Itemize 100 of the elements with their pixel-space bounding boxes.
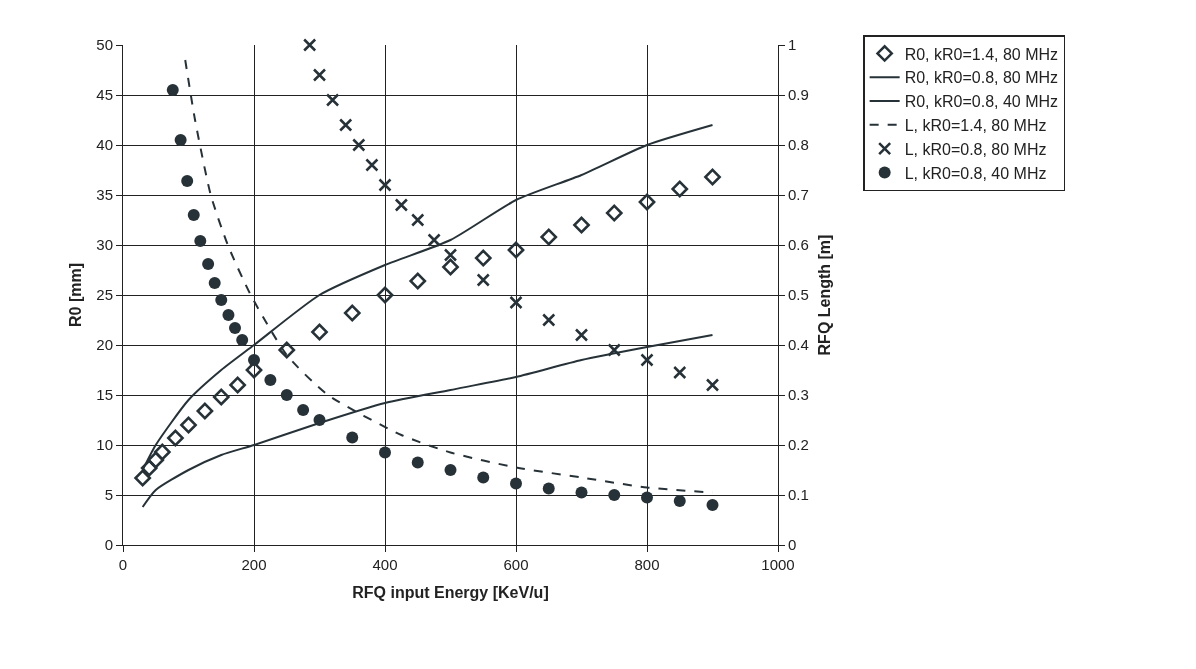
y2-tick-label: 0.3 xyxy=(788,386,809,404)
point xyxy=(378,178,392,192)
point xyxy=(311,323,328,341)
point xyxy=(376,286,394,304)
point xyxy=(575,486,588,499)
point xyxy=(540,228,558,246)
point xyxy=(229,322,242,334)
y2-tick-label: 0.4 xyxy=(788,336,809,354)
point xyxy=(542,482,555,495)
x-tick-label: 400 xyxy=(372,556,398,573)
legend-label: R0, kR0=0.8, 80 MHz xyxy=(904,69,1059,87)
point xyxy=(229,376,247,394)
x-axis-title: RFQ input Energy [KeV/u] xyxy=(352,583,549,601)
point xyxy=(313,414,326,426)
point xyxy=(443,248,458,262)
y2-tick-label: 0.6 xyxy=(788,236,809,254)
point xyxy=(640,353,654,367)
point xyxy=(248,354,260,366)
y2-tick-label: 0.2 xyxy=(788,436,809,454)
point xyxy=(671,180,689,198)
point xyxy=(638,193,656,211)
point xyxy=(302,38,317,52)
point xyxy=(605,204,623,222)
point xyxy=(174,134,187,146)
legend-label: L, kR0=1.4, 80 MHz xyxy=(904,117,1047,135)
point xyxy=(180,416,197,434)
point xyxy=(325,93,340,107)
point xyxy=(379,446,391,459)
point xyxy=(278,341,296,359)
point xyxy=(215,294,228,306)
point xyxy=(134,469,152,487)
y2-tick-label: 0 xyxy=(788,536,797,554)
point xyxy=(194,235,207,247)
point xyxy=(202,258,215,270)
point xyxy=(509,295,523,310)
y2-tick-label: 0.1 xyxy=(788,486,809,504)
y-tick-label: 40 xyxy=(96,136,113,154)
point xyxy=(236,334,249,346)
x-tick-label: 200 xyxy=(241,556,267,573)
point xyxy=(444,464,457,476)
point xyxy=(280,389,293,401)
y-tick-label: 30 xyxy=(96,236,113,254)
point xyxy=(264,374,277,386)
y2-tick-label: 0.9 xyxy=(788,86,809,104)
y-tick-label: 50 xyxy=(96,36,113,54)
point xyxy=(147,451,165,469)
point xyxy=(411,213,425,227)
point xyxy=(673,365,687,380)
point xyxy=(343,304,361,322)
point xyxy=(187,209,200,221)
point xyxy=(442,258,459,276)
point xyxy=(166,84,179,96)
point xyxy=(706,499,719,511)
point xyxy=(346,431,359,444)
x-tick-label: 0 xyxy=(118,556,128,573)
point xyxy=(222,309,235,321)
y2-axis-title: RFQ Length [m] xyxy=(815,234,833,356)
y-tick-label: 35 xyxy=(96,186,113,204)
point xyxy=(312,68,327,82)
point xyxy=(510,477,522,490)
point xyxy=(476,273,490,287)
point xyxy=(365,158,379,172)
y2-tick-label: 0.5 xyxy=(788,286,809,304)
point xyxy=(338,118,353,132)
point xyxy=(212,388,230,406)
legend-label: R0, kR0=0.8, 40 MHz xyxy=(904,93,1059,111)
y-tick-label: 10 xyxy=(96,436,113,454)
point xyxy=(167,429,184,447)
point xyxy=(608,489,621,501)
y2-tick-label: 0.7 xyxy=(788,186,809,204)
y-tick-label: 0 xyxy=(104,536,113,554)
point xyxy=(474,249,492,267)
point xyxy=(641,491,653,504)
y-tick-label: 45 xyxy=(96,86,113,104)
y-axis-title: R0 [mm] xyxy=(67,262,85,328)
point xyxy=(352,138,366,152)
point xyxy=(607,343,621,357)
x-tick-label: 600 xyxy=(503,556,529,573)
point xyxy=(196,402,214,420)
y-tick-label: 5 xyxy=(104,486,113,504)
point xyxy=(574,328,589,342)
legend-label: L, kR0=0.8, 80 MHz xyxy=(904,140,1047,158)
point xyxy=(409,272,427,290)
x-tick-label: 800 xyxy=(634,556,660,573)
point xyxy=(704,168,721,186)
point xyxy=(673,495,686,507)
point xyxy=(705,378,720,392)
point xyxy=(411,456,424,469)
x-tick-label: 1000 xyxy=(761,556,795,573)
point xyxy=(573,216,590,234)
y-tick-label: 20 xyxy=(96,336,113,354)
point xyxy=(427,233,441,247)
point xyxy=(181,175,194,187)
y-tick-label: 15 xyxy=(96,386,113,404)
y2-tick-label: 1 xyxy=(788,36,797,54)
legend-label: L, kR0=0.8, 40 MHz xyxy=(904,164,1047,182)
point xyxy=(542,313,556,327)
point xyxy=(507,241,525,259)
point xyxy=(140,459,158,477)
y2-tick-label: 0.8 xyxy=(788,136,809,154)
